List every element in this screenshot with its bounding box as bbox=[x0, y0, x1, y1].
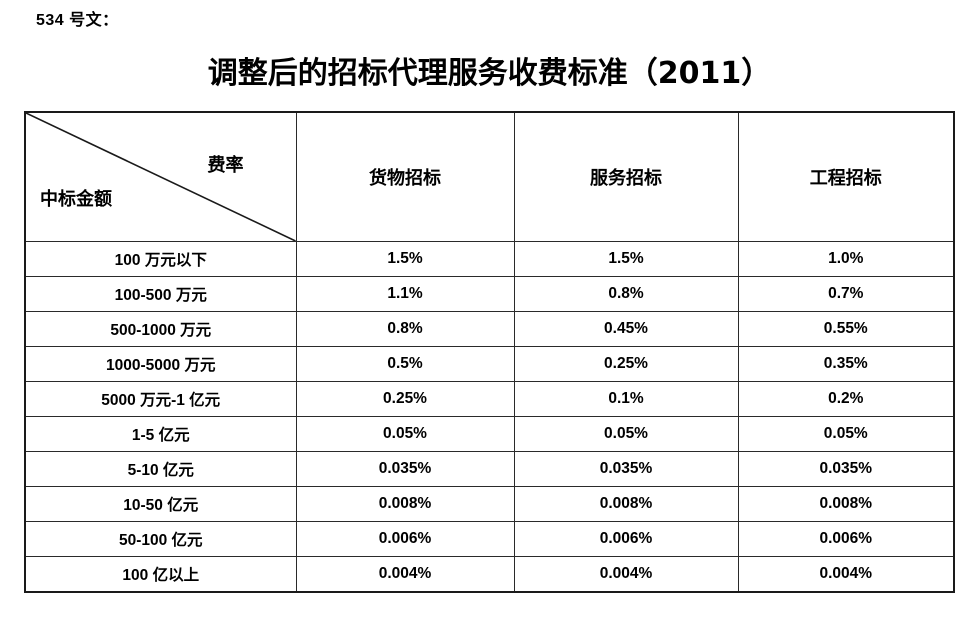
table-row: 5-10 亿元 0.035% 0.035% 0.035% bbox=[24, 451, 955, 487]
engineering-rate-cell: 0.35% bbox=[737, 346, 955, 382]
table-row: 100 亿以上 0.004% 0.004% 0.004% bbox=[24, 556, 955, 593]
corner-label-amount: 中标金额 bbox=[40, 189, 112, 209]
service-rate-cell: 0.006% bbox=[513, 521, 739, 557]
doc-number-label: 534 号文： bbox=[36, 12, 119, 29]
engineering-rate-cell: 0.008% bbox=[737, 486, 955, 522]
service-rate-cell: 0.8% bbox=[513, 276, 739, 312]
amount-cell: 50-100 亿元 bbox=[24, 521, 297, 557]
page-title: 调整后的招标代理服务收费标准（2011） bbox=[207, 56, 772, 91]
service-rate-cell: 0.004% bbox=[513, 556, 739, 593]
goods-rate-cell: 0.8% bbox=[295, 311, 515, 347]
amount-cell: 500-1000 万元 bbox=[24, 311, 297, 347]
amount-cell: 10-50 亿元 bbox=[24, 486, 297, 522]
goods-rate-cell: 0.5% bbox=[295, 346, 515, 382]
corner-label-rate: 费率 bbox=[207, 155, 244, 175]
table-row: 1-5 亿元 0.05% 0.05% 0.05% bbox=[24, 416, 955, 452]
table-body: 100 万元以下 1.5% 1.5% 1.0% 100-500 万元 1.1% … bbox=[24, 241, 955, 593]
engineering-rate-cell: 1.0% bbox=[737, 241, 955, 277]
engineering-rate-cell: 0.004% bbox=[737, 556, 955, 593]
goods-rate-cell: 0.05% bbox=[295, 416, 515, 452]
service-rate-cell: 0.25% bbox=[513, 346, 739, 382]
table-row: 10-50 亿元 0.008% 0.008% 0.008% bbox=[24, 486, 955, 522]
column-header-service: 服务招标 bbox=[513, 111, 739, 242]
service-rate-cell: 0.45% bbox=[513, 311, 739, 347]
engineering-rate-cell: 0.7% bbox=[737, 276, 955, 312]
engineering-rate-cell: 0.05% bbox=[737, 416, 955, 452]
fee-rate-table: 费率 中标金额 货物招标 服务招标 工程招标 100 万元以下 1.5% 1.5… bbox=[24, 111, 955, 593]
amount-cell: 5-10 亿元 bbox=[24, 451, 297, 487]
table-row: 100 万元以下 1.5% 1.5% 1.0% bbox=[24, 241, 955, 277]
engineering-rate-cell: 0.2% bbox=[737, 381, 955, 417]
goods-rate-cell: 1.5% bbox=[295, 241, 515, 277]
goods-rate-cell: 0.006% bbox=[295, 521, 515, 557]
service-rate-cell: 0.008% bbox=[513, 486, 739, 522]
service-rate-cell: 0.05% bbox=[513, 416, 739, 452]
table-row: 1000-5000 万元 0.5% 0.25% 0.35% bbox=[24, 346, 955, 382]
engineering-rate-cell: 0.006% bbox=[737, 521, 955, 557]
service-rate-cell: 0.035% bbox=[513, 451, 739, 487]
column-header-goods: 货物招标 bbox=[295, 111, 515, 242]
table-row: 5000 万元-1 亿元 0.25% 0.1% 0.2% bbox=[24, 381, 955, 417]
amount-cell: 100 万元以下 bbox=[24, 241, 297, 277]
table-row: 50-100 亿元 0.006% 0.006% 0.006% bbox=[24, 521, 955, 557]
corner-header-cell: 费率 中标金额 bbox=[24, 111, 297, 242]
goods-rate-cell: 0.008% bbox=[295, 486, 515, 522]
goods-rate-cell: 0.004% bbox=[295, 556, 515, 593]
table-row: 100-500 万元 1.1% 0.8% 0.7% bbox=[24, 276, 955, 312]
engineering-rate-cell: 0.55% bbox=[737, 311, 955, 347]
table-header-row: 费率 中标金额 货物招标 服务招标 工程招标 bbox=[24, 111, 955, 242]
engineering-rate-cell: 0.035% bbox=[737, 451, 955, 487]
column-header-engineering: 工程招标 bbox=[737, 111, 955, 242]
goods-rate-cell: 0.25% bbox=[295, 381, 515, 417]
service-rate-cell: 1.5% bbox=[513, 241, 739, 277]
goods-rate-cell: 0.035% bbox=[295, 451, 515, 487]
amount-cell: 100-500 万元 bbox=[24, 276, 297, 312]
service-rate-cell: 0.1% bbox=[513, 381, 739, 417]
amount-cell: 1000-5000 万元 bbox=[24, 346, 297, 382]
amount-cell: 5000 万元-1 亿元 bbox=[24, 381, 297, 417]
amount-cell: 100 亿以上 bbox=[24, 556, 297, 593]
diagonal-divider-line bbox=[26, 113, 296, 241]
table-row: 500-1000 万元 0.8% 0.45% 0.55% bbox=[24, 311, 955, 347]
amount-cell: 1-5 亿元 bbox=[24, 416, 297, 452]
goods-rate-cell: 1.1% bbox=[295, 276, 515, 312]
